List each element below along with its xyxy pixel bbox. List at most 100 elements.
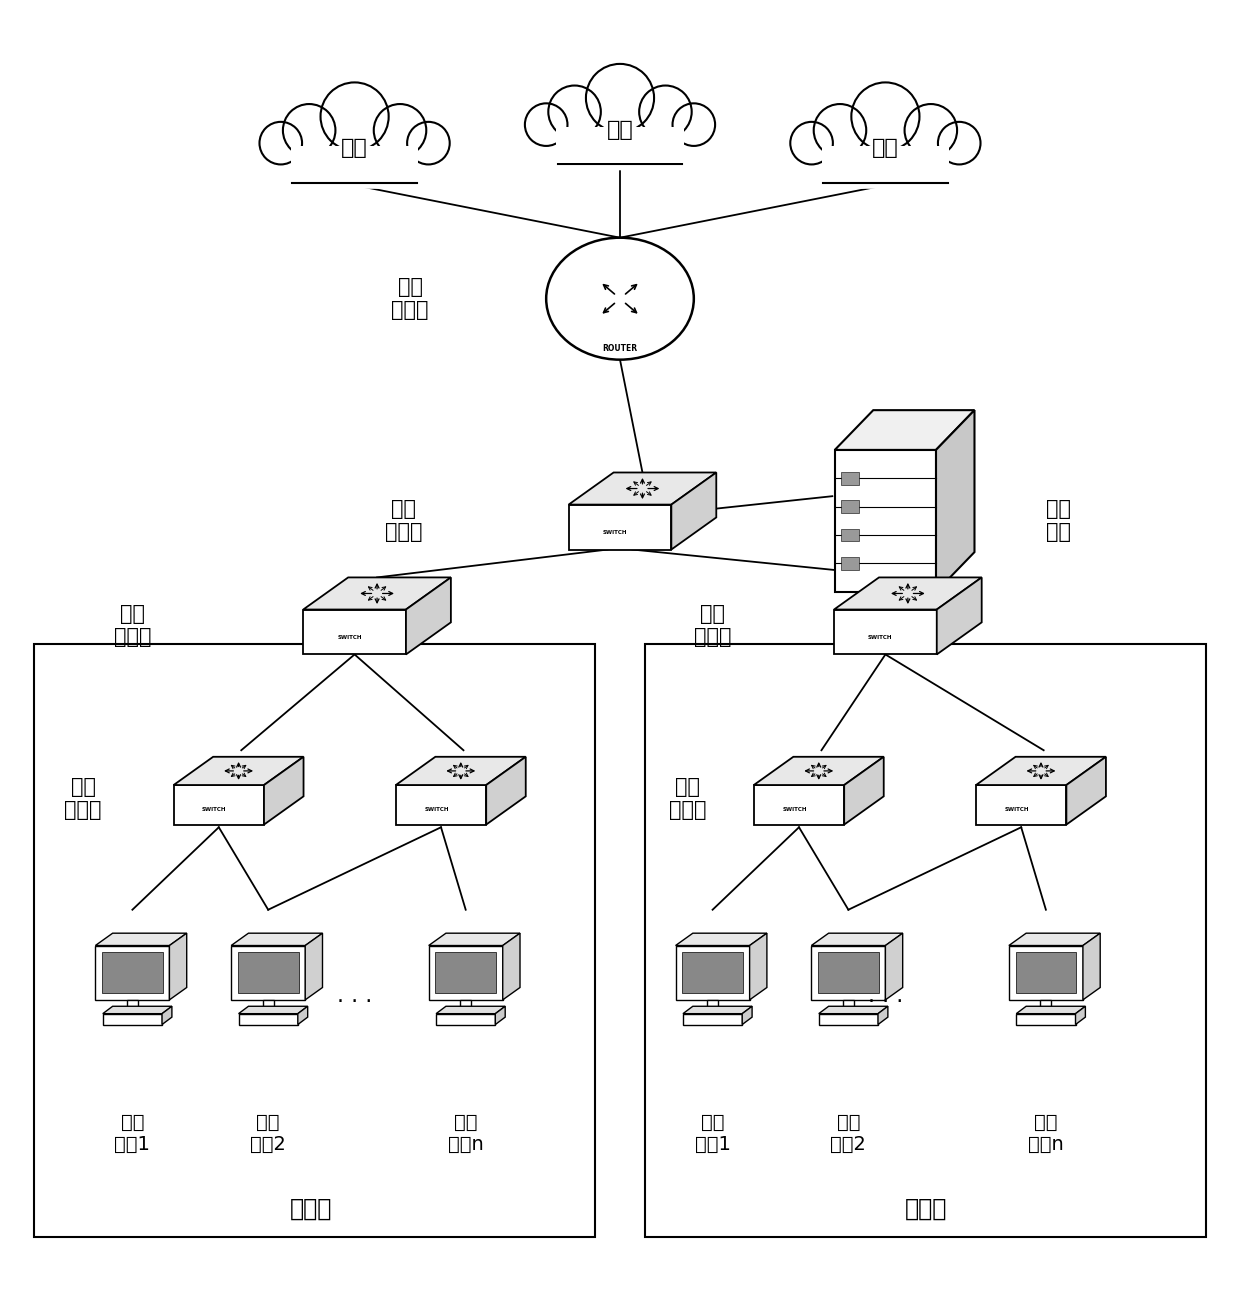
Text: 用户
终焇1: 用户 终焇1 [114, 1114, 150, 1154]
Text: 接入
交换机: 接入 交换机 [64, 777, 102, 820]
Polygon shape [818, 1006, 888, 1013]
Text: SWITCH: SWITCH [424, 807, 449, 812]
Text: 汇聚
交换机: 汇聚 交换机 [694, 604, 732, 648]
Polygon shape [936, 410, 975, 592]
Polygon shape [878, 1006, 888, 1024]
Bar [818, 1013, 878, 1024]
Polygon shape [502, 933, 520, 1000]
Text: 出口
路由器: 出口 路由器 [392, 277, 429, 320]
Polygon shape [811, 933, 903, 946]
Text: 研发楼: 研发楼 [290, 1197, 332, 1220]
Text: · · ·: · · · [337, 993, 372, 1012]
Polygon shape [174, 757, 304, 785]
Bar [843, 1000, 854, 1013]
Polygon shape [486, 757, 526, 825]
Circle shape [852, 82, 920, 151]
Polygon shape [569, 505, 671, 549]
Circle shape [373, 104, 427, 156]
Bar [436, 1013, 495, 1024]
Text: SWITCH: SWITCH [603, 530, 627, 535]
Circle shape [672, 103, 715, 146]
Polygon shape [671, 472, 717, 549]
Polygon shape [304, 578, 451, 609]
Polygon shape [676, 946, 750, 1000]
Circle shape [320, 82, 388, 151]
Bar [841, 557, 859, 570]
Bar [126, 1000, 138, 1013]
Polygon shape [835, 609, 936, 654]
Circle shape [904, 104, 957, 156]
Text: 行政楼: 行政楼 [905, 1197, 947, 1220]
Polygon shape [1017, 1006, 1085, 1013]
Polygon shape [95, 933, 187, 946]
Polygon shape [1075, 1006, 1085, 1024]
Polygon shape [429, 933, 520, 946]
Polygon shape [1009, 946, 1083, 1000]
Text: 用户
终焇n: 用户 终焇n [448, 1114, 484, 1154]
Polygon shape [844, 757, 884, 825]
Polygon shape [405, 578, 451, 654]
Bar [435, 952, 496, 993]
Text: 电信: 电信 [341, 138, 368, 159]
Polygon shape [304, 609, 405, 654]
Text: 用户
终焇2: 用户 终焇2 [250, 1114, 286, 1154]
Polygon shape [305, 933, 322, 1000]
Polygon shape [264, 757, 304, 825]
Text: SWITCH: SWITCH [202, 807, 227, 812]
Polygon shape [835, 578, 982, 609]
Bar [103, 1013, 162, 1024]
Bar [818, 952, 879, 993]
Polygon shape [976, 785, 1066, 825]
Bar [33, 644, 595, 1237]
Polygon shape [298, 1006, 308, 1024]
Text: ROUTER: ROUTER [603, 345, 637, 354]
Polygon shape [835, 410, 975, 450]
Polygon shape [936, 578, 982, 654]
Polygon shape [976, 757, 1106, 785]
Polygon shape [396, 757, 526, 785]
Polygon shape [1066, 757, 1106, 825]
Polygon shape [495, 1006, 505, 1024]
Bar [682, 952, 743, 993]
Circle shape [587, 64, 653, 131]
Text: 用户
终焇1: 用户 终焇1 [694, 1114, 730, 1154]
Circle shape [259, 122, 303, 164]
Polygon shape [231, 946, 305, 1000]
Bar [822, 146, 950, 181]
Text: 数据
中心: 数据 中心 [1045, 500, 1070, 543]
Bar [1040, 1000, 1052, 1013]
Circle shape [548, 86, 601, 138]
Polygon shape [569, 472, 717, 505]
Bar [238, 1013, 298, 1024]
Text: 汇聚
交换机: 汇聚 交换机 [114, 604, 151, 648]
Bar [841, 501, 859, 513]
Polygon shape [754, 785, 844, 825]
Polygon shape [436, 1006, 505, 1013]
Bar [841, 472, 859, 485]
Polygon shape [1009, 933, 1100, 946]
Text: SWITCH: SWITCH [782, 807, 807, 812]
Bar [263, 1000, 274, 1013]
FancyBboxPatch shape [551, 99, 689, 170]
Bar [556, 127, 684, 163]
Polygon shape [743, 1006, 753, 1024]
Bar [835, 450, 936, 592]
Text: SWITCH: SWITCH [337, 635, 362, 640]
Text: SWITCH: SWITCH [868, 635, 893, 640]
Text: 联通: 联通 [872, 138, 899, 159]
Ellipse shape [546, 238, 694, 359]
FancyBboxPatch shape [816, 117, 956, 189]
Polygon shape [683, 1006, 753, 1013]
Bar [841, 528, 859, 541]
Bar [556, 122, 684, 164]
Bar [290, 146, 418, 181]
Circle shape [283, 104, 336, 156]
Text: SWITCH: SWITCH [1004, 807, 1029, 812]
Circle shape [407, 122, 450, 164]
Text: · · ·: · · · [868, 993, 903, 1012]
Circle shape [639, 86, 692, 138]
Text: 核心
交换机: 核心 交换机 [386, 500, 423, 543]
Polygon shape [238, 1006, 308, 1013]
FancyBboxPatch shape [284, 117, 424, 189]
Text: 用户
终焇n: 用户 终焇n [1028, 1114, 1064, 1154]
